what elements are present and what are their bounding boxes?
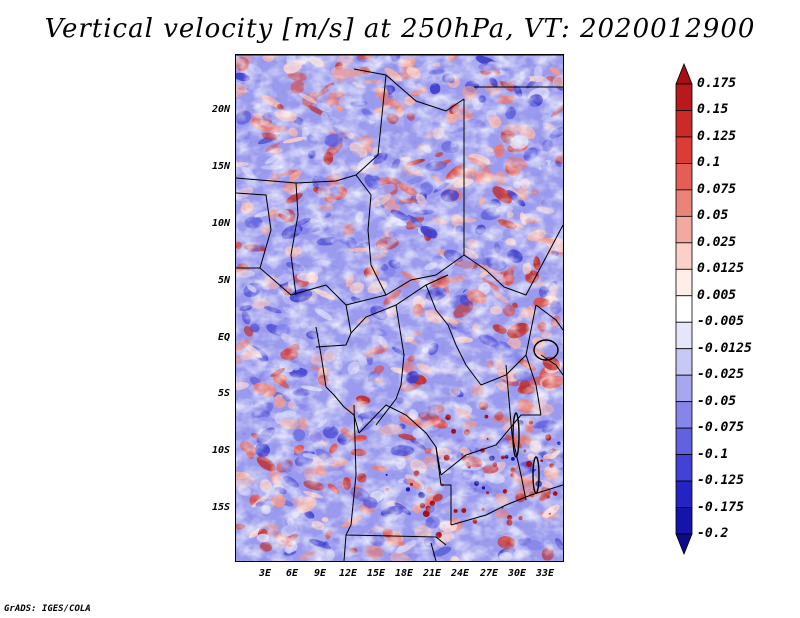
colorbar-label: 0.05 [697,208,729,224]
colorbar-swatch [675,110,693,138]
lat-label: 15N [211,161,230,172]
lon-label: 30E [507,568,527,579]
lat-label: 20N [211,104,230,115]
lat-label: 5S [217,388,230,399]
border-line [290,182,299,296]
colorbar-swatch [675,348,693,376]
country-borders [236,55,563,561]
border-line [450,484,563,526]
border-line [343,534,347,561]
colorbar-label: -0.075 [697,420,744,436]
border-line [325,386,360,434]
colorbar-swatch [675,401,693,429]
colorbar-label: 0.1 [697,155,721,171]
field-layer [236,55,563,561]
border-line [440,414,541,476]
colorbar-swatch [675,507,693,535]
border-line [236,267,327,296]
border-line [505,364,527,501]
colorbar-swatch [675,83,693,111]
colorbar-label: 0.0125 [697,261,744,277]
border-line [345,294,387,306]
colorbar-swatch [675,215,693,244]
colorbar-swatch [675,163,693,191]
grads-credit: GrADS: IGES/COLA [4,604,91,614]
colorbar-label: -0.175 [697,499,744,515]
border-line [315,326,327,388]
colorbar-label: -0.005 [697,314,744,330]
map-field [236,55,563,561]
lat-label: 5N [217,275,230,286]
border-line [353,68,465,112]
border-line [525,354,542,416]
border-line [480,304,537,386]
colorbar-label: 0.075 [697,181,737,197]
border-line [355,74,387,176]
lon-label: 6E [285,568,299,579]
lon-label: 27E [479,568,499,579]
colorbar-swatch [675,454,693,482]
border-line [430,542,437,561]
colorbar-label: -0.0125 [697,340,752,356]
lake-outline [512,412,520,458]
chart-title: Vertical velocity [m/s] at 250hPa, VT: 2… [44,14,756,44]
border-line [425,284,482,386]
colorbar-label: 0.15 [697,102,729,118]
colorbar-label: 0.125 [697,128,737,144]
colorbar-swatch [675,136,693,164]
colorbar-label: -0.05 [697,393,737,409]
border-line [435,446,452,525]
colorbar-swatch [675,242,693,270]
colorbar-swatch [675,295,693,323]
colorbar-swatch [675,268,693,297]
border-line [236,192,272,269]
colorbar-label: 0.005 [697,287,737,303]
lon-label: 33E [535,568,555,579]
border-line [367,229,465,296]
lon-label: 18E [394,568,414,579]
colorbar-swatch [675,374,693,403]
lake-outline [532,456,540,494]
colorbar-arrow-bottom [675,533,693,556]
border-line [236,174,372,231]
lat-label: EQ [217,332,230,343]
colorbar-label: -0.125 [697,473,744,489]
colorbar-swatch [675,480,693,508]
colorbar-label: -0.1 [697,446,729,462]
border-line [463,224,563,296]
velocity-map [235,54,564,562]
colorbar-arrow-top [675,62,693,85]
border-line [535,304,563,331]
colorbar-label: -0.2 [697,526,729,541]
border-line [540,354,563,376]
lon-label: 24E [450,568,470,579]
lon-label: 15E [366,568,386,579]
colorbar-swatch [675,321,693,350]
colorbar [675,62,693,556]
lake-outline [533,339,559,361]
border-line [345,404,447,546]
lon-label: 12E [338,568,358,579]
lat-label: 10N [211,218,230,229]
colorbar-swatch [675,427,693,455]
colorbar-label: -0.025 [697,367,744,383]
lon-label: 3E [258,568,272,579]
colorbar-label: 0.025 [697,234,737,250]
colorbar-label: 0.175 [697,76,737,91]
lon-label: 9E [313,568,327,579]
lon-label: 21E [422,568,442,579]
lat-label: 10S [211,445,230,456]
lat-label: 15S [211,502,230,513]
border-line [375,304,405,426]
colorbar-swatch [675,189,693,217]
noise-overlay-2 [236,55,563,561]
